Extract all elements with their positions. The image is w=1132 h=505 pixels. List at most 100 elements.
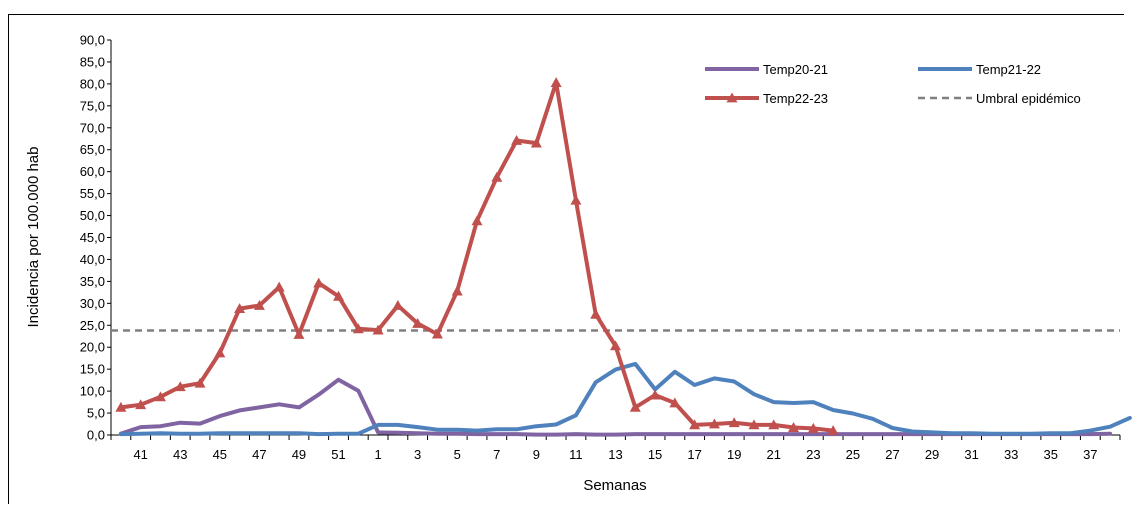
x-tick-label: 43 [173, 447, 187, 462]
series-temp21-22 [118, 361, 1132, 437]
data-point-marker [550, 77, 562, 87]
data-point-marker [530, 137, 542, 148]
x-tick-label: 31 [964, 447, 978, 462]
data-point-marker [669, 397, 681, 408]
legend-item: Temp22-23 [705, 91, 828, 106]
data-point-marker [372, 324, 384, 335]
data-point-marker [768, 419, 780, 430]
series-line [118, 377, 1113, 437]
data-point-marker [451, 285, 463, 296]
data-point-marker [115, 401, 127, 412]
x-tick-label: 41 [133, 447, 147, 462]
x-tick-label: 21 [767, 447, 781, 462]
x-tick-label: 27 [885, 447, 899, 462]
legend-label: Temp20-21 [763, 62, 828, 77]
data-point-marker [293, 328, 305, 339]
x-axis-title: Semanas [583, 477, 646, 494]
data-point-marker [511, 135, 523, 145]
data-point-marker [728, 417, 740, 428]
x-tick-label: 9 [533, 447, 540, 462]
legend: Temp20-21 Temp21-22 Temp22-23 Umbral epidém… [705, 62, 1081, 106]
data-point-marker [194, 377, 206, 388]
y-tick-label: 35,0 [80, 274, 105, 289]
x-tick-label: 7 [493, 447, 500, 462]
legend-marker [726, 92, 738, 103]
data-point-marker [234, 303, 246, 313]
data-point-marker [174, 381, 186, 392]
data-point-marker [807, 422, 819, 433]
legend-item: Temp21-22 [918, 62, 1041, 77]
y-tick-label: 55,0 [80, 186, 105, 201]
data-point-marker [491, 171, 503, 182]
y-tick-label: 65,0 [80, 142, 105, 157]
y-tick-label: 5,0 [87, 406, 105, 421]
y-tick-label: 10,0 [80, 384, 105, 399]
legend-label: Umbral epidémico [976, 91, 1081, 106]
data-point-marker [352, 323, 364, 334]
y-tick-label: 45,0 [80, 230, 105, 245]
y-tick-label: 75,0 [80, 98, 105, 113]
data-point-marker [333, 290, 345, 301]
data-point-marker [788, 422, 800, 432]
legend-label: Temp22-23 [763, 91, 828, 106]
x-tick-label: 35 [1044, 447, 1058, 462]
y-axis-title: Incidencia por 100.000 hab [25, 147, 42, 328]
data-point-marker [827, 425, 839, 436]
x-tick-label: 25 [846, 447, 860, 462]
x-tick-label: 37 [1083, 447, 1097, 462]
series-temp20-21 [118, 377, 1113, 437]
y-tick-label: 85,0 [80, 54, 105, 69]
y-tick-label: 90,0 [80, 33, 105, 48]
data-point-marker [253, 300, 265, 310]
data-point-marker [412, 318, 424, 328]
data-point-marker [629, 401, 641, 412]
data-point-marker [392, 300, 404, 310]
x-tick-label: 11 [569, 447, 583, 462]
y-tick-label: 20,0 [80, 340, 105, 355]
x-tick-label: 19 [727, 447, 741, 462]
series-temp22-23 [115, 77, 839, 436]
legend-label: Temp21-22 [976, 62, 1041, 77]
x-tick-label: 3 [414, 447, 421, 462]
x-tick-label: 5 [454, 447, 461, 462]
x-tick-label: 17 [687, 447, 701, 462]
series-layer [115, 77, 1132, 437]
data-point-marker [313, 277, 325, 288]
series-line [118, 361, 1132, 437]
y-tick-label: 15,0 [80, 362, 105, 377]
data-point-marker [649, 389, 661, 400]
legend-item: Temp20-21 [705, 62, 828, 77]
data-point-marker [610, 340, 621, 351]
y-tick-label: 40,0 [80, 252, 105, 267]
data-point-marker [214, 347, 226, 358]
data-point-marker [154, 391, 166, 402]
x-tick-label: 49 [292, 447, 306, 462]
x-tick-label: 51 [331, 447, 345, 462]
data-point-marker [471, 215, 483, 226]
x-tick-label: 13 [608, 447, 622, 462]
data-point-marker [708, 418, 720, 429]
y-tick-label: 70,0 [80, 120, 105, 135]
data-point-marker [590, 308, 602, 319]
x-tick-label: 47 [252, 447, 266, 462]
x-axis-ticks: 41 43 45 47 49 51 1 3 5 7 9 11 13 15 17 19 21 23 25 27 29 31 3… [110, 435, 1121, 462]
y-tick-label: 30,0 [80, 296, 105, 311]
chart-frame [8, 14, 1124, 504]
x-tick-label: 29 [925, 447, 939, 462]
data-point-marker [431, 328, 443, 339]
legend-item: Umbral epidémico [918, 91, 1081, 106]
y-axis-ticks: 0,0 5,0 10,0 15,0 20,0 25,0 30,0 35,0 40,0 45,0 50… [80, 33, 111, 443]
y-tick-label: 0,0 [87, 428, 105, 443]
x-tick-label: 15 [648, 447, 662, 462]
x-tick-label: 33 [1004, 447, 1018, 462]
y-tick-label: 60,0 [80, 164, 105, 179]
x-tick-label: 1 [374, 447, 381, 462]
data-point-marker [748, 419, 760, 430]
data-point-marker [689, 419, 701, 430]
x-tick-label: 23 [806, 447, 820, 462]
y-tick-label: 80,0 [80, 76, 105, 91]
x-tick-label: 45 [213, 447, 227, 462]
data-point-marker [135, 399, 147, 410]
y-tick-label: 25,0 [80, 318, 105, 333]
